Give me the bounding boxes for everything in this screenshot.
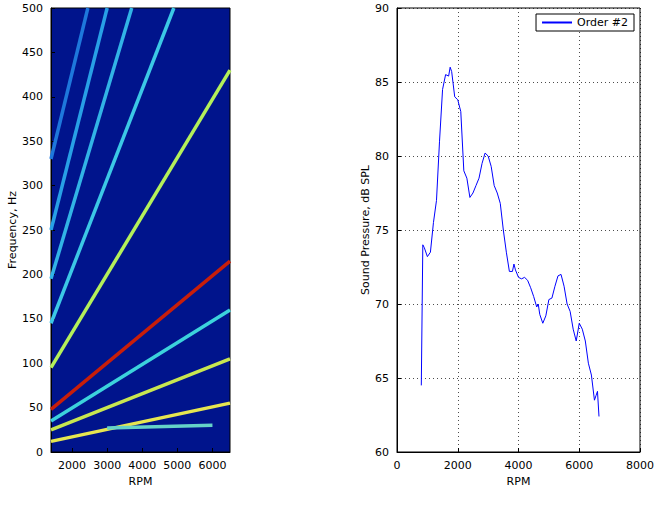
svg-text:4000: 4000 [128, 459, 156, 472]
svg-text:75: 75 [375, 224, 389, 237]
svg-text:80: 80 [375, 150, 389, 163]
svg-text:90: 90 [375, 2, 389, 15]
svg-text:400: 400 [22, 90, 43, 103]
svg-text:RPM: RPM [507, 475, 531, 488]
svg-text:70: 70 [375, 298, 389, 311]
svg-text:150: 150 [22, 312, 43, 325]
svg-text:6000: 6000 [565, 459, 593, 472]
svg-text:0: 0 [394, 459, 401, 472]
svg-text:8000: 8000 [626, 459, 654, 472]
svg-text:RPM: RPM [129, 475, 153, 488]
svg-text:2000: 2000 [444, 459, 472, 472]
svg-text:3000: 3000 [93, 459, 121, 472]
svg-text:300: 300 [22, 179, 43, 192]
svg-text:60: 60 [375, 446, 389, 459]
svg-text:Order #2: Order #2 [577, 16, 628, 29]
svg-text:100: 100 [22, 357, 43, 370]
svg-text:50: 50 [29, 401, 43, 414]
svg-text:450: 450 [22, 46, 43, 59]
svg-text:85: 85 [375, 76, 389, 89]
svg-text:500: 500 [22, 2, 43, 15]
svg-text:Frequency, Hz: Frequency, Hz [6, 191, 19, 269]
svg-text:5000: 5000 [163, 459, 191, 472]
svg-text:200: 200 [22, 268, 43, 281]
svg-text:65: 65 [375, 372, 389, 385]
svg-text:350: 350 [22, 135, 43, 148]
svg-text:2000: 2000 [58, 459, 86, 472]
svg-text:250: 250 [22, 224, 43, 237]
svg-text:0: 0 [36, 446, 43, 459]
svg-text:Sound Pressure, dB SPL: Sound Pressure, dB SPL [359, 164, 372, 295]
svg-text:4000: 4000 [505, 459, 533, 472]
svg-text:6000: 6000 [198, 459, 226, 472]
